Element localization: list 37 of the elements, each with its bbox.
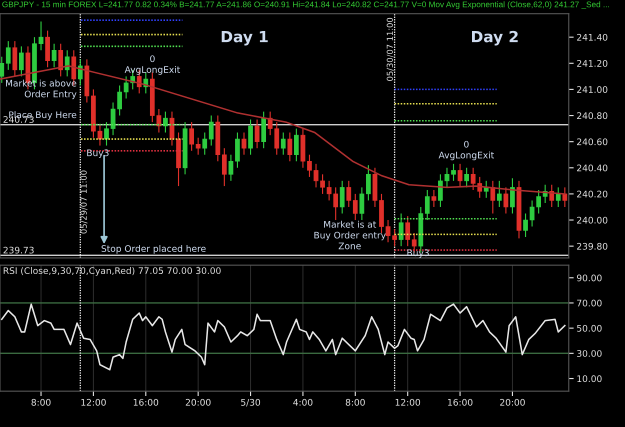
y-tick-label: 239.80 bbox=[577, 242, 608, 250]
annotation: Stop Order placed here bbox=[102, 244, 206, 254]
annotation: Day 1 bbox=[222, 31, 268, 46]
y-tick-label: 10.00 bbox=[577, 375, 602, 382]
annotation: Day 2 bbox=[472, 30, 518, 46]
annotation: 0 AvgLongExit bbox=[124, 55, 180, 75]
x-tick-label: 8:00 bbox=[32, 398, 51, 406]
ref-line-label: 05/30/07 11:00 bbox=[386, 18, 394, 81]
annotation: Market is at Buy Order entry Zone bbox=[314, 220, 386, 250]
y-tick-label: 240.20 bbox=[577, 190, 608, 198]
annotation: 0 AvgLongExit bbox=[438, 140, 494, 160]
y-tick-label: 70.00 bbox=[577, 300, 602, 307]
x-tick-label: 8:00 bbox=[346, 398, 365, 406]
x-tick-label: 20:00 bbox=[186, 398, 211, 406]
y-tick-label: 241.00 bbox=[577, 86, 608, 93]
x-tick-label: 12:00 bbox=[396, 398, 420, 406]
chart-title: GBPJPY - 15 min FOREX L=241.77 0.82 0.34% B=241.77 A=241.86 O=240.91 Hi=241.84 Lo=240.82 C=241.77 V=0 Mov Avg Exponential (Close,62,0) 241.27 _Sed ... bbox=[2, 1, 610, 9]
ref-line-label: 240.73 bbox=[4, 116, 34, 123]
y-tick-label: 241.40 bbox=[577, 34, 608, 41]
x-tick-label: 4:00 bbox=[293, 398, 312, 406]
y-tick-label: 240.80 bbox=[577, 112, 608, 120]
x-tick-label: 20:00 bbox=[500, 398, 525, 406]
y-tick-label: 240.60 bbox=[577, 138, 608, 146]
y-tick-label: 30.00 bbox=[577, 350, 602, 357]
annotation: Buy3 bbox=[87, 149, 109, 158]
x-tick-label: 16:00 bbox=[448, 398, 472, 406]
ref-line-label: 239.73 bbox=[4, 246, 34, 254]
y-tick-label: 90.00 bbox=[576, 274, 602, 282]
y-tick-label: 50.00 bbox=[577, 324, 602, 332]
x-tick-label: 5/30 bbox=[241, 398, 260, 406]
chart-title: RSI (Close,9,30,70,Cyan,Red) 77.05 70.00 30.00 bbox=[4, 267, 221, 276]
ref-line-label: 05/29/07 11:00 bbox=[80, 170, 88, 234]
x-tick-label: 12:00 bbox=[81, 398, 106, 406]
y-tick-label: 241.20 bbox=[577, 60, 608, 67]
x-tick-label: 16:00 bbox=[134, 398, 158, 406]
y-tick-label: 240.00 bbox=[577, 216, 608, 224]
y-tick-label: 240.40 bbox=[577, 164, 608, 172]
